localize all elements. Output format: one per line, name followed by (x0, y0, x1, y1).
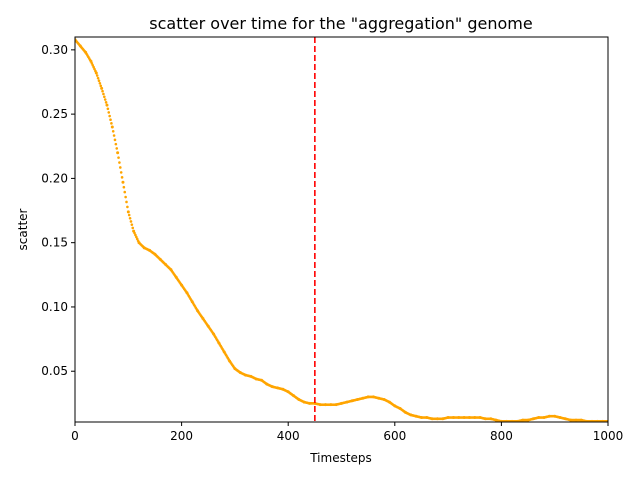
y-axis: 0.05 0.10 0.15 0.20 0.25 0.30 (41, 43, 75, 378)
x-axis-label: Timesteps (309, 451, 372, 465)
y-tick-label: 0.10 (41, 300, 68, 314)
scatter-point (123, 190, 127, 194)
scatter-point (99, 84, 103, 88)
scatter-point (126, 210, 130, 214)
scatter-point (118, 161, 121, 164)
scatter-point (110, 125, 114, 129)
x-tick-label: 0 (71, 429, 79, 443)
scatter-point (119, 171, 123, 174)
scatter-point (113, 138, 117, 142)
scatter-point (108, 114, 111, 118)
y-tick-label: 0.30 (41, 43, 68, 57)
scatter-point (96, 76, 100, 80)
scatter-point (128, 216, 132, 220)
scatter-point (105, 103, 109, 107)
chart-title: scatter over time for the "aggregation" … (149, 14, 532, 33)
scatter-point (115, 147, 119, 150)
x-tick-label: 400 (277, 429, 300, 443)
scatter-point (127, 213, 131, 217)
plot-frame (74, 36, 609, 423)
scatter-point (93, 67, 96, 71)
scatter-point (95, 74, 99, 77)
y-tick-label: 0.05 (41, 364, 68, 378)
scatter-point (124, 195, 127, 199)
x-tick-label: 800 (490, 429, 513, 443)
scatter-point (119, 166, 122, 169)
scatter-point (100, 86, 104, 90)
scatter-point (97, 79, 101, 83)
scatter-point (98, 81, 102, 85)
scatter-point (130, 223, 134, 226)
scatter-point (109, 118, 112, 121)
scatter-point (106, 107, 110, 111)
scatter-point (104, 101, 108, 104)
y-tick-label: 0.15 (41, 236, 68, 250)
y-axis-label: scatter (16, 208, 30, 250)
scatter-point (94, 71, 98, 75)
scatter-point (114, 142, 118, 146)
scatter-point (125, 200, 128, 204)
scatter-point (110, 122, 113, 125)
scatter-point (103, 95, 106, 99)
scatter-point (101, 89, 104, 93)
scatter-point (103, 98, 107, 101)
scatter-point (135, 235, 138, 239)
scatter-point (92, 65, 95, 69)
x-axis: 0 200 400 600 800 1000 (71, 422, 623, 443)
x-tick-label: 1000 (593, 429, 624, 443)
scatter-point (112, 134, 116, 137)
scatter-point (129, 220, 133, 223)
scatter-point (91, 63, 95, 67)
scatter-point (107, 111, 111, 114)
y-tick-label: 0.20 (41, 171, 68, 185)
scatter-point (121, 180, 125, 184)
scatter-point (111, 129, 115, 133)
scatter-point (90, 62, 94, 65)
scatter-point (131, 226, 135, 230)
scatter-point (102, 92, 105, 96)
scatter-point (134, 233, 137, 237)
scatter-point (126, 205, 129, 209)
y-tick-label: 0.25 (41, 107, 68, 121)
scatter-point (135, 237, 139, 241)
x-tick-label: 600 (383, 429, 406, 443)
scatter-point (116, 151, 120, 155)
scatter-point (117, 156, 120, 159)
scatter-point (120, 176, 124, 179)
x-tick-label: 200 (170, 429, 193, 443)
scatter-point (122, 185, 126, 189)
